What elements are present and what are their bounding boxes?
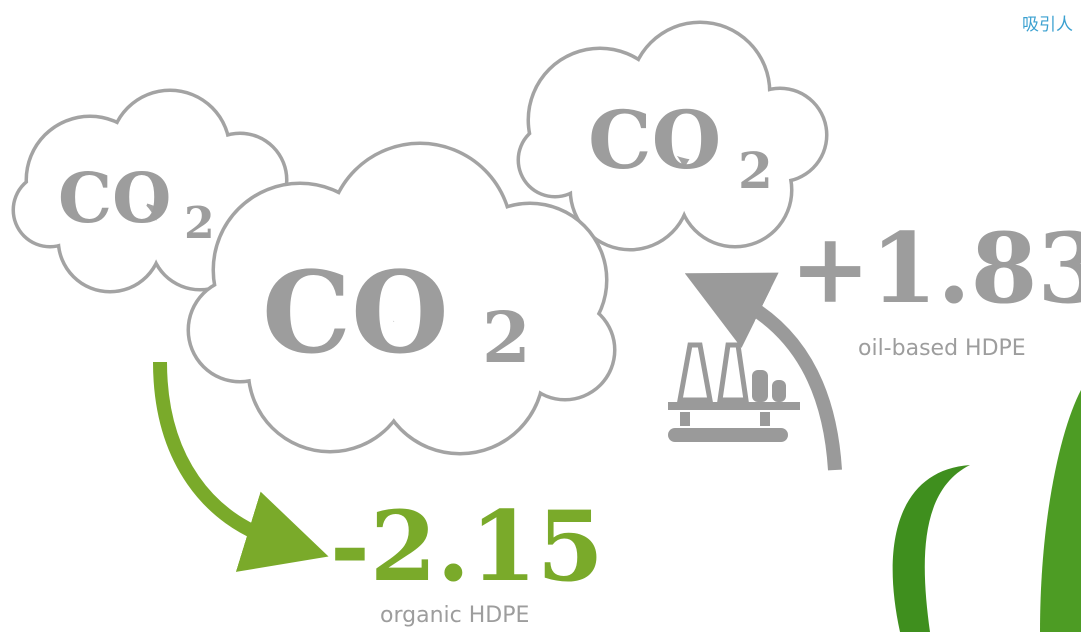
clouds: CO 2 CO 2 CO 2 bbox=[15, 24, 825, 452]
co-label: CO bbox=[588, 93, 721, 187]
oil-caption: oil-based HDPE bbox=[858, 336, 1026, 361]
corner-text: 吸引人 bbox=[1022, 15, 1073, 35]
co-subscript: 2 bbox=[738, 141, 773, 200]
co-label: CO bbox=[262, 248, 449, 379]
cloud-fill bbox=[517, 302, 613, 398]
oil-value: +1.83 bbox=[790, 212, 1081, 325]
oil-rig-icon bbox=[668, 345, 800, 442]
page: CO 2 CO 2 CO 2 +1.83 oil-based HDPE -2.15 org… bbox=[0, 0, 1081, 632]
cloud-fill bbox=[520, 125, 590, 195]
co-subscript: 2 bbox=[482, 296, 531, 379]
organic-caption: organic HDPE bbox=[380, 603, 529, 628]
leaf bbox=[893, 390, 1081, 632]
co-subscript: 2 bbox=[184, 198, 215, 249]
infographic: CO 2 CO 2 CO 2 +1.83 oil-based HDPE -2.15 org… bbox=[0, 0, 1081, 632]
organic-value: -2.15 bbox=[330, 490, 604, 603]
co-label: CO bbox=[58, 159, 171, 239]
